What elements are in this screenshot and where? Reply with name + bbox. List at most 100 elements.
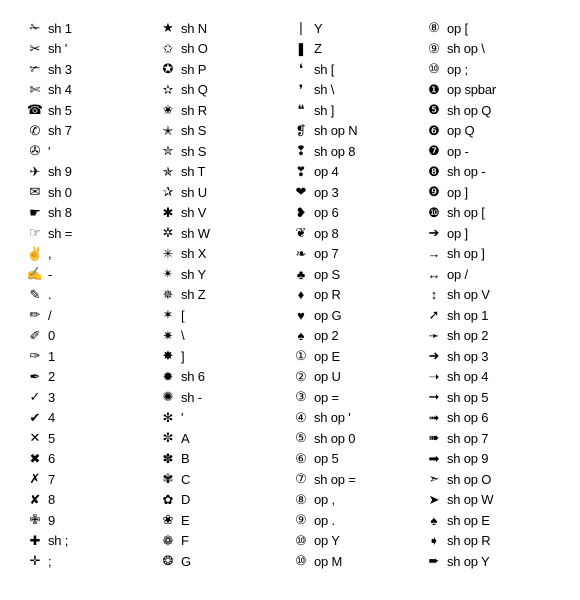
glyph-icon: ✂ [24, 41, 46, 57]
glyph-label: F [179, 533, 189, 548]
glyph-icon: ✸ [157, 348, 179, 364]
glyph-icon: ✶ [157, 307, 179, 323]
glyph-row: ☞sh = [24, 223, 157, 244]
glyph-label: 7 [46, 472, 55, 487]
glyph-label: sh op E [445, 513, 490, 528]
glyph-row: ❥op 6 [290, 203, 423, 224]
glyph-row: ♥op G [290, 305, 423, 326]
glyph-label: sh V [179, 205, 206, 220]
glyph-label: - [46, 267, 52, 282]
glyph-label: sh T [179, 164, 205, 179]
glyph-row: ✶[ [157, 305, 290, 326]
glyph-label: , [46, 246, 51, 261]
glyph-icon: ⑩ [423, 61, 445, 77]
glyph-label: op M [312, 554, 342, 569]
glyph-row: ❁F [157, 531, 290, 552]
glyph-icon: ❢ [290, 143, 312, 159]
glyph-label: sh P [179, 62, 206, 77]
glyph-icon: ✮ [157, 143, 179, 159]
glyph-label: A [179, 431, 189, 446]
glyph-icon: ✄ [24, 82, 46, 98]
glyph-row: ✮sh S [157, 141, 290, 162]
glyph-row: ❜sh \ [290, 80, 423, 101]
glyph-label: Y [312, 21, 322, 36]
glyph-row: ❂G [157, 551, 290, 572]
glyph-label: sh op V [445, 287, 490, 302]
glyph-row: ✂sh ' [24, 39, 157, 60]
glyph-label: sh [ [312, 62, 334, 77]
glyph-label: ] [179, 349, 184, 364]
glyph-icon: ❂ [157, 553, 179, 569]
glyph-row: ✑1 [24, 346, 157, 367]
glyph-row: ✁sh 1 [24, 18, 157, 39]
glyph-icon: ✺ [157, 389, 179, 405]
glyph-icon: ✑ [24, 348, 46, 364]
glyph-row: ❿sh op [ [423, 203, 556, 224]
glyph-icon: ➣ [423, 471, 445, 487]
glyph-row: ↕sh op V [423, 285, 556, 306]
glyph-icon: ✈ [24, 164, 46, 180]
glyph-row: ☛sh 8 [24, 203, 157, 224]
glyph-icon: ✫ [157, 82, 179, 98]
glyph-row: →sh op ] [423, 244, 556, 265]
glyph-row: ✬sh R [157, 100, 290, 121]
glyph-label: Z [312, 41, 322, 56]
glyph-label: sh 5 [46, 103, 72, 118]
glyph-row: ➜sh op 3 [423, 346, 556, 367]
glyph-row: ➚sh op 1 [423, 305, 556, 326]
glyph-row: ✽B [157, 449, 290, 470]
glyph-label: 3 [46, 390, 55, 405]
glyph-icon: ✗ [24, 471, 46, 487]
glyph-label: op 3 [312, 185, 339, 200]
glyph-label: sh op 4 [445, 369, 488, 384]
glyph-row: ②op U [290, 367, 423, 388]
glyph-label: op 4 [312, 164, 339, 179]
glyph-icon: ☎ [24, 102, 46, 118]
glyph-row: ✒2 [24, 367, 157, 388]
glyph-label: sh op Y [445, 554, 489, 569]
glyph-label: sh X [179, 246, 206, 261]
glyph-label: sh op 3 [445, 349, 488, 364]
glyph-row: ✰sh U [157, 182, 290, 203]
glyph-row: ✍- [24, 264, 157, 285]
glyph-row: ✷\ [157, 326, 290, 347]
glyph-row: ⑧op , [290, 490, 423, 511]
glyph-label: op Q [445, 123, 474, 138]
glyph-row: ❦op 8 [290, 223, 423, 244]
glyph-label: sh N [179, 21, 207, 36]
glyph-row: ✈sh 9 [24, 162, 157, 183]
glyph-row: ❛sh [ [290, 59, 423, 80]
glyph-icon: ✍ [24, 266, 46, 282]
glyph-label: op 6 [312, 205, 339, 220]
glyph-label: sh op 9 [445, 451, 488, 466]
glyph-icon: ❧ [290, 246, 312, 262]
glyph-icon: ♣ [290, 267, 312, 282]
glyph-icon: ⑨ [290, 512, 312, 528]
glyph-label: sh op 6 [445, 410, 488, 425]
glyph-icon: ❼ [423, 143, 445, 159]
glyph-row: ➞sh op 5 [423, 387, 556, 408]
glyph-row: ✹sh 6 [157, 367, 290, 388]
glyph-row: ✃sh 3 [24, 59, 157, 80]
glyph-row: ➝sh op 4 [423, 367, 556, 388]
glyph-label: sh 8 [46, 205, 72, 220]
glyph-row: ❢sh op 8 [290, 141, 423, 162]
glyph-label: sh \ [312, 82, 334, 97]
glyph-row: ✿D [157, 490, 290, 511]
glyph-label: op ; [445, 62, 468, 77]
glyph-row: ➨sh op Y [423, 551, 556, 572]
glyph-label: D [179, 492, 190, 507]
glyph-label: sh op \ [445, 41, 485, 56]
glyph-icon: ❚ [290, 41, 312, 57]
glyph-label: sh ; [46, 533, 68, 548]
glyph-row: ↔op / [423, 264, 556, 285]
glyph-label: sh op 2 [445, 328, 488, 343]
glyph-row: ✾C [157, 469, 290, 490]
glyph-icon: ⑤ [290, 430, 312, 446]
glyph-row: ✉sh 0 [24, 182, 157, 203]
glyph-icon: ❜ [290, 82, 312, 98]
glyph-label: sh 1 [46, 21, 72, 36]
glyph-row: ✛; [24, 551, 157, 572]
glyph-icon: ❣ [290, 164, 312, 180]
glyph-icon: ✩ [157, 41, 179, 57]
